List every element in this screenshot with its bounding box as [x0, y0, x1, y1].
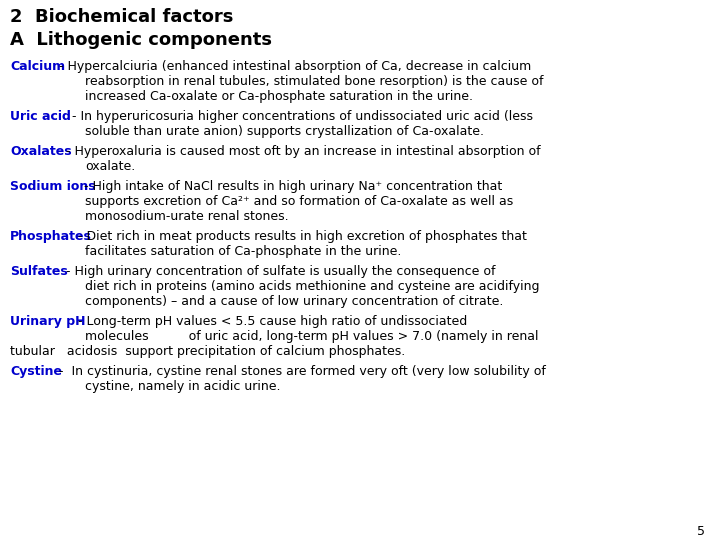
Text: soluble than urate anion) supports crystallization of Ca-oxalate.: soluble than urate anion) supports cryst… [85, 125, 484, 138]
Text: facilitates saturation of Ca-phosphate in the urine.: facilitates saturation of Ca-phosphate i… [85, 245, 401, 258]
Text: diet rich in proteins (amino acids methionine and cysteine are acidifying: diet rich in proteins (amino acids methi… [85, 280, 539, 293]
Text: Cystine: Cystine [10, 365, 62, 378]
Text: Uric acid: Uric acid [10, 110, 71, 123]
Text: supports excretion of Ca²⁺ and so formation of Ca-oxalate as well as: supports excretion of Ca²⁺ and so format… [85, 195, 513, 208]
Text: 2  Biochemical factors: 2 Biochemical factors [10, 8, 233, 26]
Text: increased Ca-oxalate or Ca-phosphate saturation in the urine.: increased Ca-oxalate or Ca-phosphate sat… [85, 90, 473, 103]
Text: A  Lithogenic components: A Lithogenic components [10, 31, 272, 49]
Text: - High urinary concentration of sulfate is usually the consequence of: - High urinary concentration of sulfate … [62, 265, 495, 278]
Text: - Hyperoxaluria is caused most oft by an increase in intestinal absorption of: - Hyperoxaluria is caused most oft by an… [62, 145, 540, 158]
Text: - Long-term pH values < 5.5 cause high ratio of undissociated: - Long-term pH values < 5.5 cause high r… [74, 315, 467, 328]
Text: - In hyperuricosuria higher concentrations of undissociated uric acid (less: - In hyperuricosuria higher concentratio… [68, 110, 533, 123]
Text: - High intake of NaCl results in high urinary Na⁺ concentration that: - High intake of NaCl results in high ur… [80, 180, 503, 193]
Text: Sulfates: Sulfates [10, 265, 68, 278]
Text: Sodium ions: Sodium ions [10, 180, 96, 193]
Text: oxalate.: oxalate. [85, 160, 135, 173]
Text: Calcium: Calcium [10, 60, 65, 73]
Text: Oxalates: Oxalates [10, 145, 71, 158]
Text: molecules          of uric acid, long-term pH values > 7.0 (namely in renal: molecules of uric acid, long-term pH val… [85, 330, 539, 343]
Text: Urinary pH: Urinary pH [10, 315, 86, 328]
Text: components) – and a cause of low urinary concentration of citrate.: components) – and a cause of low urinary… [85, 295, 503, 308]
Text: reabsorption in renal tubules, stimulated bone resorption) is the cause of: reabsorption in renal tubules, stimulate… [85, 75, 544, 88]
Text: - Hypercalciuria (enhanced intestinal absorption of Ca, decrease in calcium: - Hypercalciuria (enhanced intestinal ab… [55, 60, 531, 73]
Text: - Diet rich in meat products results in high excretion of phosphates that: - Diet rich in meat products results in … [74, 230, 527, 243]
Text: Phosphates: Phosphates [10, 230, 92, 243]
Text: 5: 5 [697, 525, 705, 538]
Text: monosodium-urate renal stones.: monosodium-urate renal stones. [85, 210, 289, 223]
Text: tubular   acidosis  support precipitation of calcium phosphates.: tubular acidosis support precipitation o… [10, 345, 405, 358]
Text: cystine, namely in acidic urine.: cystine, namely in acidic urine. [85, 380, 281, 393]
Text: -  In cystinuria, cystine renal stones are formed very oft (very low solubility : - In cystinuria, cystine renal stones ar… [55, 365, 546, 378]
